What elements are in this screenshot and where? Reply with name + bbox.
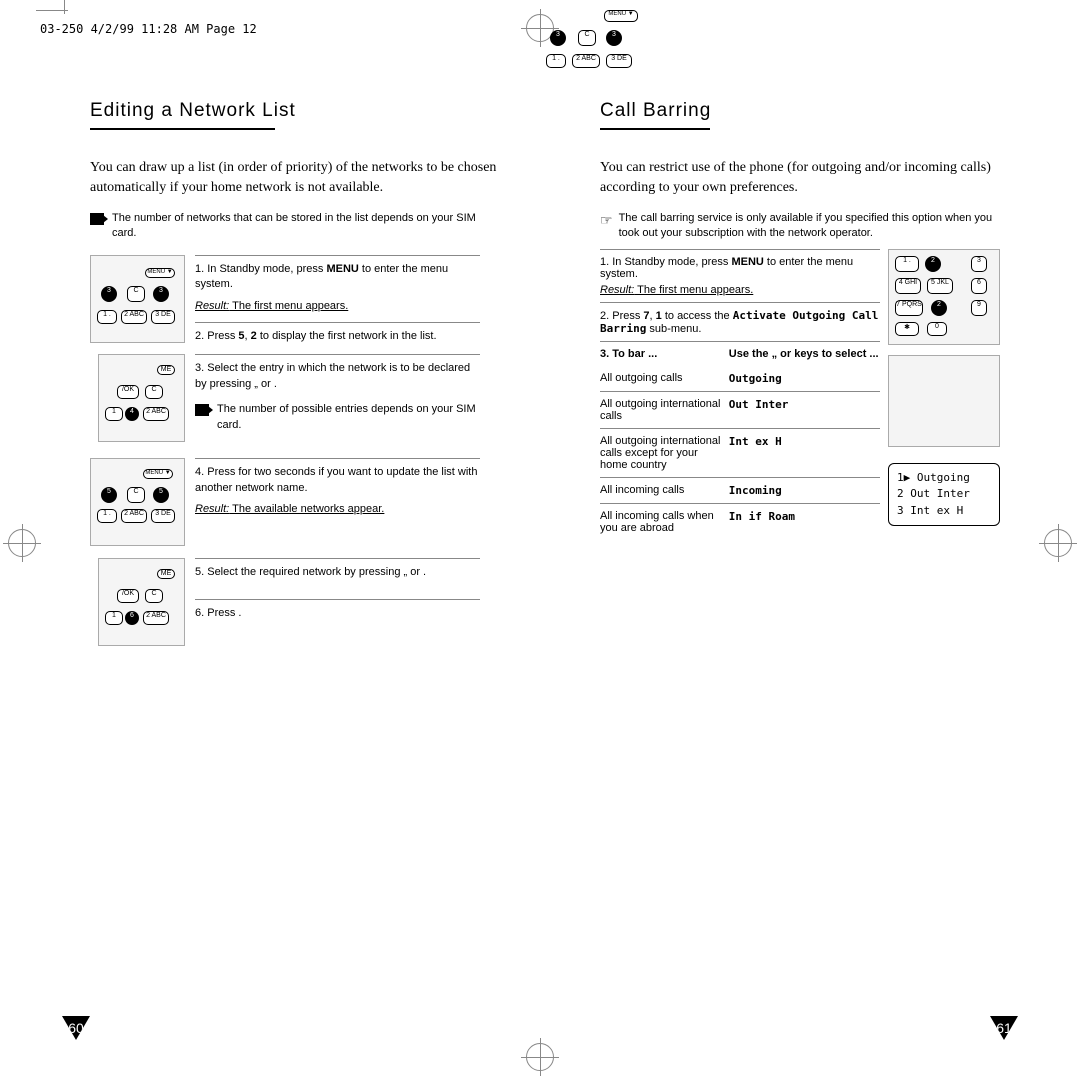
section-title-right: Call Barring: [600, 100, 1000, 122]
intro-left: You can draw up a list (in order of prio…: [90, 158, 500, 197]
arrow-icon: [90, 213, 104, 225]
phone-thumbnail: ME /OK C 1 4 2 ABC: [98, 354, 185, 442]
step-row: MENU ▼ 3 C 3 1 . 2 ABC 3 DE 1. In Standb…: [90, 249, 480, 345]
bar-table-row: All outgoing international calls Out Int…: [600, 391, 880, 428]
bar-table-row: All outgoing calls Outgoing: [600, 366, 880, 391]
steps-left: MENU ▼ 3 C 3 1 . 2 ABC 3 DE 1. In Standb…: [90, 249, 480, 647]
page-60: Editing a Network List You can draw up a…: [0, 0, 540, 1085]
step-text: 3. Select the entry in which the network…: [195, 354, 480, 433]
right-illustrations: 1 . 2 3 4 GHI 5 JKL 6 7 PQRS 2 9 ✱ 0 MEN…: [888, 249, 1000, 527]
bar-table-header: 3. To bar ... Use the „ or keys to selec…: [600, 341, 880, 366]
step-text: 1. In Standby mode, press MENU to enter …: [195, 255, 480, 345]
page-number-left: 60: [62, 1016, 90, 1040]
step-text: 5. Select the required network by pressi…: [195, 558, 480, 621]
page-number-right: 61: [990, 1016, 1018, 1040]
step-row: 1. In Standby mode, press MENU to enter …: [600, 249, 880, 302]
bar-table-row: All incoming calls Incoming: [600, 477, 880, 503]
phone-thumbnail: ME /OK C 1 6 2 ABC: [98, 558, 185, 646]
title-underline: [600, 128, 710, 130]
pointing-hand-icon: ☞: [600, 211, 613, 230]
bar-table-row: All outgoing international calls except …: [600, 428, 880, 477]
phone-keypad-thumbnail: 1 . 2 3 4 GHI 5 JKL 6 7 PQRS 2 9 ✱ 0: [888, 249, 1000, 345]
intro-right: You can restrict use of the phone (for o…: [600, 158, 1000, 197]
step-row: 2. Press 7, 1 to access the Activate Out…: [600, 302, 880, 341]
phone-screen-thumbnail: MENU ▼ 3 C 3 1 . 2 ABC 3 DE: [888, 355, 1000, 447]
note-right: ☞ The call barring service is only avail…: [600, 211, 1000, 241]
screen-list-box: 1▶ Outgoing 2 Out Inter 3 Int ex H: [888, 463, 1000, 527]
spread: Editing a Network List You can draw up a…: [0, 0, 1080, 1085]
section-title-left: Editing a Network List: [90, 100, 500, 122]
note-text: The number of networks that can be store…: [112, 211, 500, 241]
step-row: ME /OK C 1 6 2 ABC 5. Select the require…: [90, 552, 480, 646]
step-row: MENU ▼ 5 C 5 1 . 2 ABC 3 DE 4. Press for…: [90, 452, 480, 546]
bar-table-row: All incoming calls when you are abroad I…: [600, 503, 880, 540]
phone-thumbnail: MENU ▼ 5 C 5 1 . 2 ABC 3 DE: [90, 458, 185, 546]
page-61: Call Barring You can restrict use of the…: [540, 0, 1080, 1085]
arrow-icon: [195, 404, 209, 416]
title-underline: [90, 128, 275, 130]
right-body: 1 . 2 3 4 GHI 5 JKL 6 7 PQRS 2 9 ✱ 0 MEN…: [600, 249, 1000, 540]
step-row: ME /OK C 1 4 2 ABC 3. Select the entry i…: [90, 348, 480, 442]
note-left: The number of networks that can be store…: [90, 211, 500, 241]
sub-note: The number of possible entries depends o…: [195, 402, 480, 433]
note-text: The call barring service is only availab…: [619, 211, 1000, 241]
phone-thumbnail: MENU ▼ 3 C 3 1 . 2 ABC 3 DE: [90, 255, 185, 343]
step-text: 4. Press for two seconds if you want to …: [195, 458, 480, 517]
